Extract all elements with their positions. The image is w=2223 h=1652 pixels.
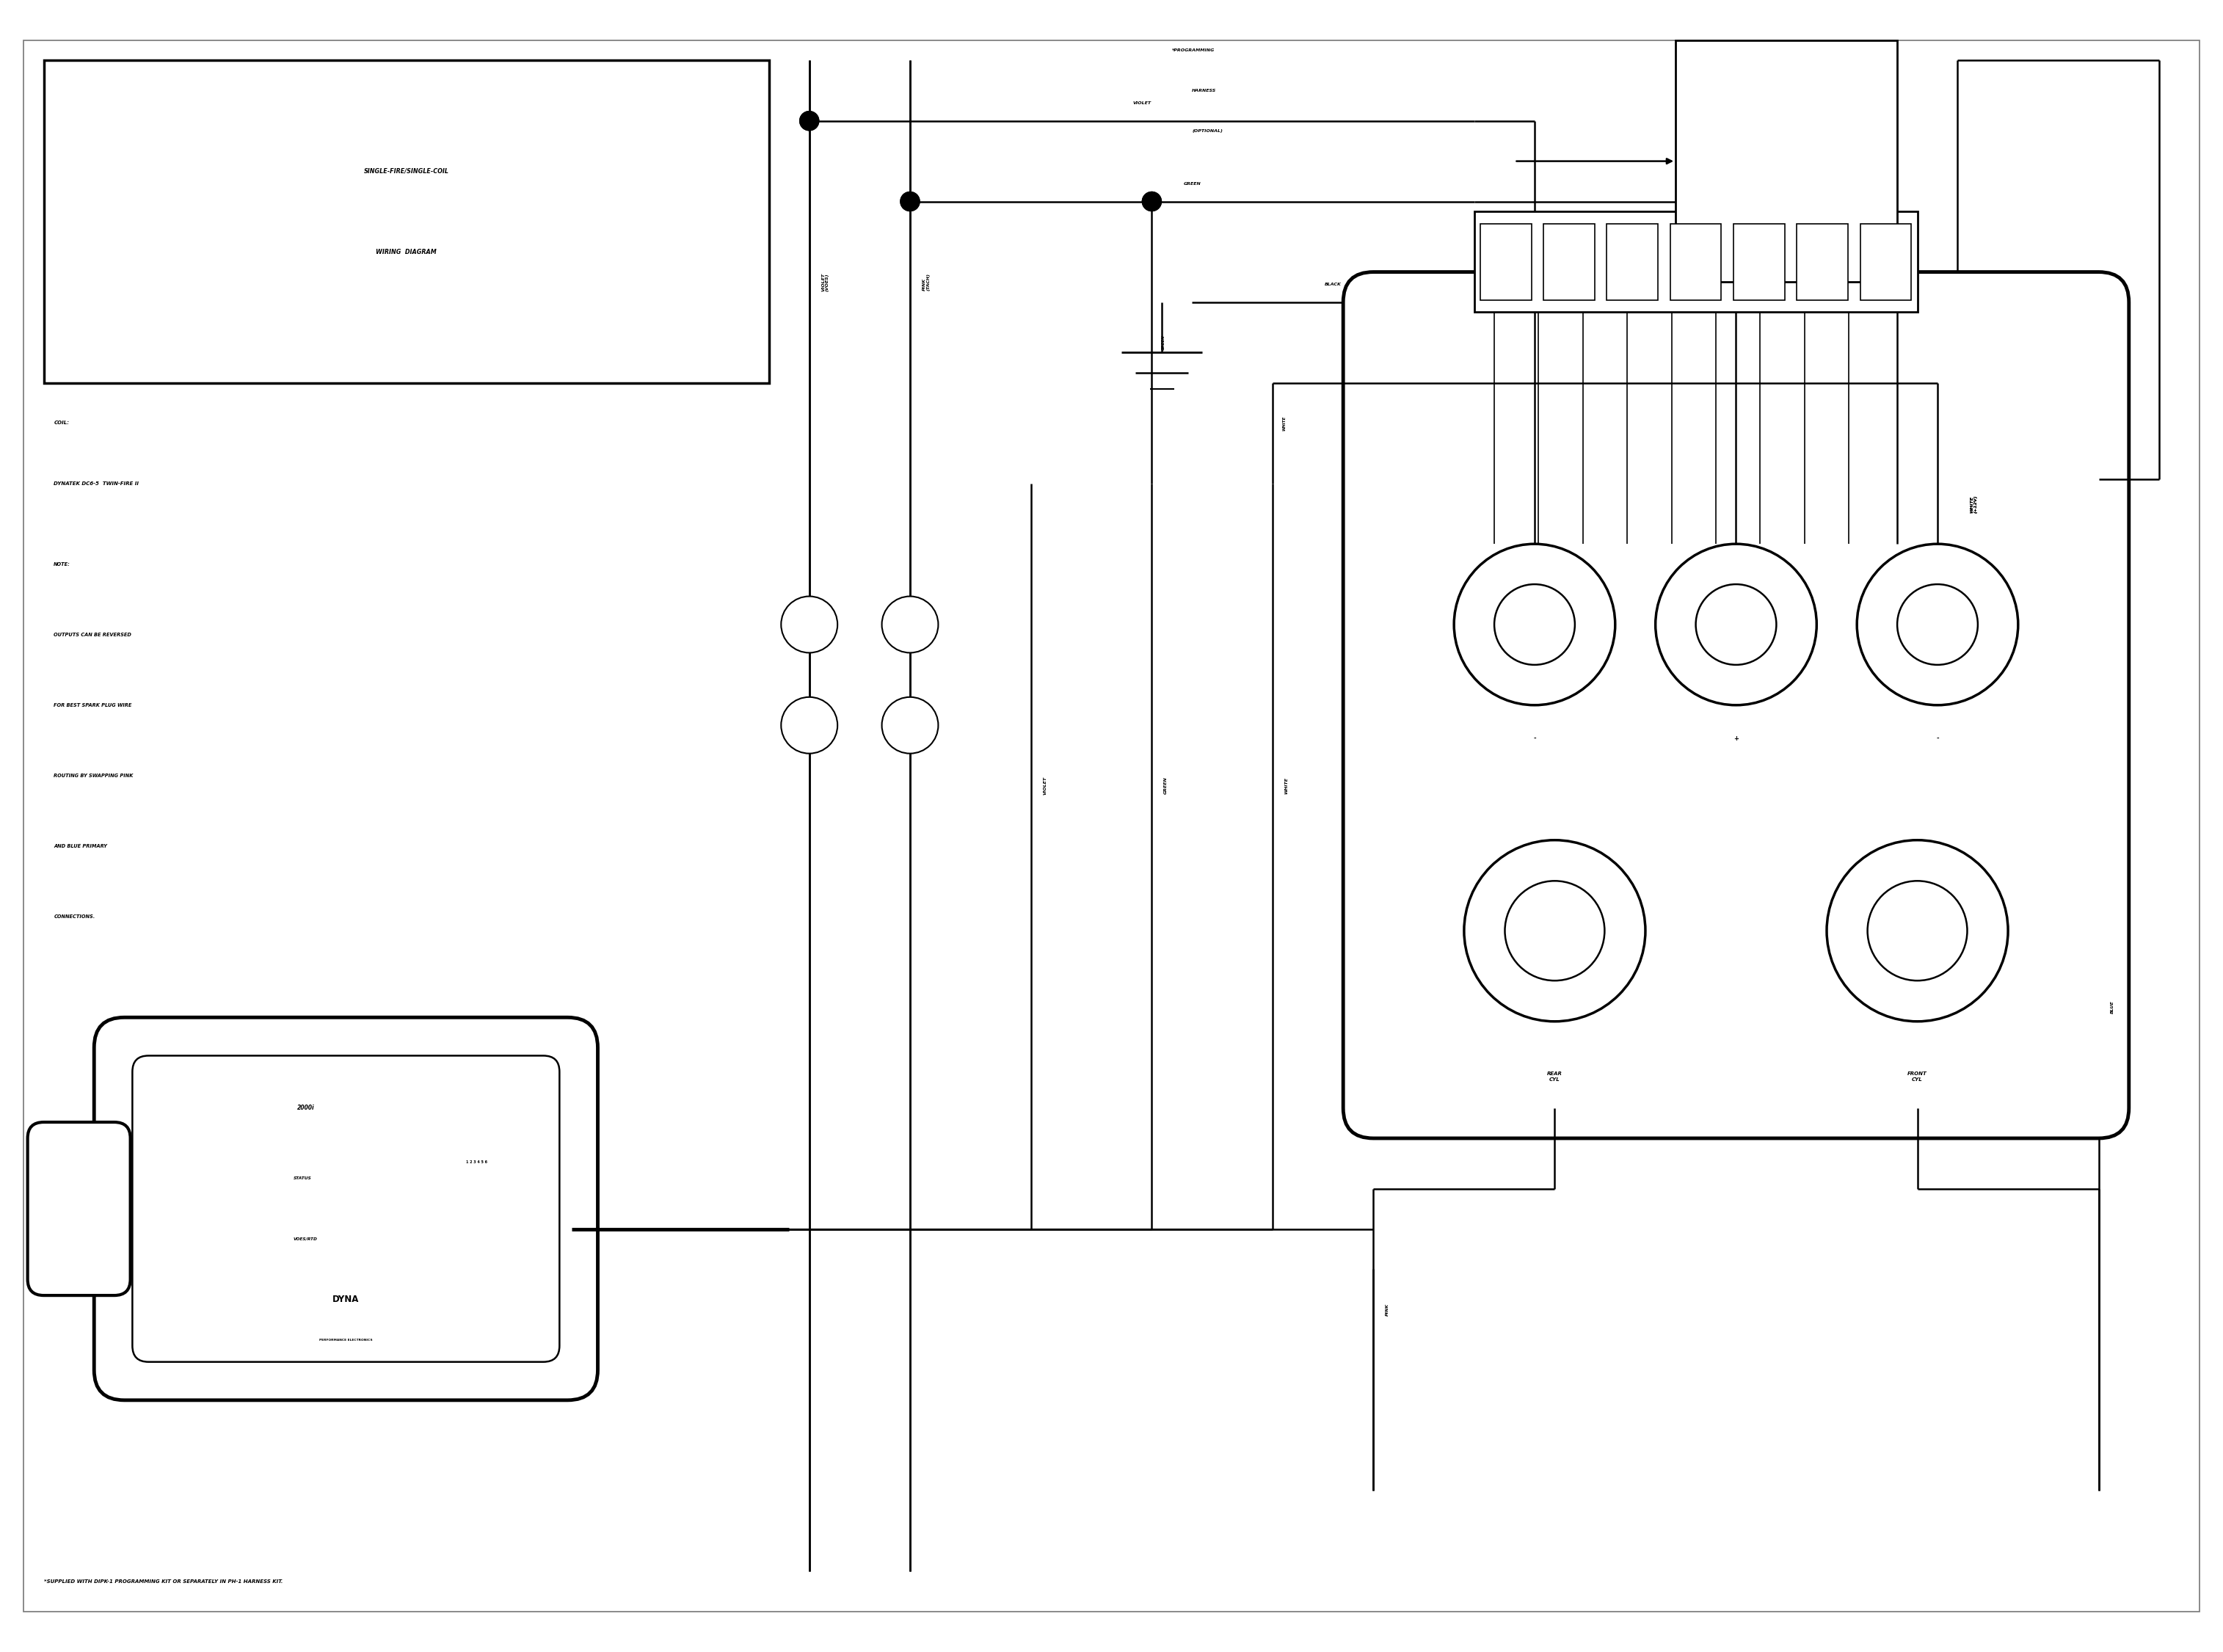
FancyBboxPatch shape	[27, 1122, 131, 1295]
Circle shape	[780, 596, 838, 653]
Bar	[1481, 223, 1532, 301]
Text: PERFORMANCE ELECTRONICS: PERFORMANCE ELECTRONICS	[320, 1338, 373, 1341]
Text: COIL:: COIL:	[53, 421, 69, 425]
Text: CONNECTIONS.: CONNECTIONS.	[53, 915, 96, 919]
Text: 1 2 3 4 5 6: 1 2 3 4 5 6	[467, 1161, 487, 1165]
Text: (OPTIONAL): (OPTIONAL)	[1192, 129, 1223, 132]
Circle shape	[1143, 192, 1163, 211]
Bar	[44, 61, 769, 383]
Circle shape	[1143, 192, 1163, 211]
Bar	[1796, 223, 1847, 301]
Text: -: -	[1534, 735, 1536, 742]
Circle shape	[242, 1156, 287, 1201]
Text: FOR BEST SPARK PLUG WIRE: FOR BEST SPARK PLUG WIRE	[53, 702, 131, 707]
Text: *PROGRAMMING: *PROGRAMMING	[1172, 48, 1214, 53]
Circle shape	[780, 697, 838, 753]
Circle shape	[242, 1218, 287, 1260]
Text: OUTPUTS CAN BE REVERSED: OUTPUTS CAN BE REVERSED	[53, 633, 131, 636]
Text: -: -	[1936, 735, 1938, 742]
Text: DYNATEK DC6-5  TWIN-FIRE II: DYNATEK DC6-5 TWIN-FIRE II	[53, 481, 138, 486]
Bar	[1669, 223, 1721, 301]
Bar	[1607, 223, 1658, 301]
Circle shape	[1465, 841, 1645, 1021]
Circle shape	[900, 192, 920, 211]
Text: VIOLET
(VOES): VIOLET (VOES)	[820, 273, 829, 291]
Bar	[480, 1080, 498, 1132]
Text: REAR
CYL: REAR CYL	[1547, 1072, 1563, 1082]
Text: PINK: PINK	[1385, 1303, 1389, 1315]
Bar	[1474, 211, 1918, 312]
Circle shape	[1656, 544, 1816, 705]
Bar	[409, 1080, 427, 1132]
Text: *SUPPLIED WITH DIPK-1 PROGRAMMING KIT OR SEPARATELY IN PH-1 HARNESS KIT.: *SUPPLIED WITH DIPK-1 PROGRAMMING KIT OR…	[44, 1579, 282, 1584]
Text: GREEN: GREEN	[1165, 776, 1167, 795]
Bar	[1734, 223, 1785, 301]
Circle shape	[900, 192, 920, 211]
Text: WHITE
(+12V): WHITE (+12V)	[1970, 494, 1978, 512]
Bar	[1861, 223, 1912, 301]
Text: DYNA: DYNA	[333, 1295, 360, 1303]
Text: GREEN: GREEN	[1163, 335, 1165, 350]
Text: BLACK: BLACK	[1325, 282, 1340, 286]
Circle shape	[800, 111, 820, 131]
FancyBboxPatch shape	[1343, 273, 2130, 1138]
Text: FRONT
CYL: FRONT CYL	[1907, 1072, 1927, 1082]
Text: ROUTING BY SWAPPING PINK: ROUTING BY SWAPPING PINK	[53, 773, 133, 778]
Circle shape	[1505, 881, 1605, 981]
Circle shape	[1827, 841, 2007, 1021]
Bar	[502, 1080, 520, 1132]
Text: HARNESS: HARNESS	[1192, 89, 1216, 93]
Bar	[1543, 223, 1594, 301]
Bar	[407, 1074, 547, 1138]
Circle shape	[1867, 881, 1967, 981]
Circle shape	[1696, 585, 1776, 664]
Text: VIOLET: VIOLET	[1132, 101, 1152, 104]
Circle shape	[1494, 585, 1574, 664]
Text: AND BLUE PRIMARY: AND BLUE PRIMARY	[53, 844, 107, 849]
Circle shape	[800, 111, 820, 131]
Text: GREEN: GREEN	[1183, 182, 1200, 185]
Circle shape	[1896, 585, 1978, 664]
Bar	[527, 1080, 545, 1132]
Text: BLUE: BLUE	[2112, 1001, 2114, 1014]
Text: VIOLET: VIOLET	[1043, 776, 1047, 795]
Text: STATUS: STATUS	[293, 1176, 311, 1181]
Text: NOTE:: NOTE:	[53, 562, 71, 567]
FancyBboxPatch shape	[93, 1018, 598, 1401]
Text: WHITE: WHITE	[1283, 416, 1287, 431]
Bar	[456, 1080, 473, 1132]
Bar	[1676, 40, 1896, 282]
Text: 2000i: 2000i	[298, 1105, 313, 1112]
Circle shape	[1454, 544, 1616, 705]
Circle shape	[1856, 544, 2018, 705]
Text: PINK
(TACH): PINK (TACH)	[923, 273, 929, 291]
Text: WIRING  DIAGRAM: WIRING DIAGRAM	[376, 248, 436, 254]
Circle shape	[883, 697, 938, 753]
Text: +: +	[1734, 735, 1738, 742]
FancyBboxPatch shape	[133, 1056, 560, 1361]
Text: WHITE: WHITE	[1285, 778, 1289, 795]
Bar	[433, 1080, 451, 1132]
Circle shape	[883, 596, 938, 653]
Text: WHITE
(+12V): WHITE (+12V)	[1970, 494, 1978, 512]
Text: SINGLE-FIRE/SINGLE-COIL: SINGLE-FIRE/SINGLE-COIL	[365, 169, 449, 175]
Text: VOES/RTD: VOES/RTD	[293, 1237, 318, 1241]
